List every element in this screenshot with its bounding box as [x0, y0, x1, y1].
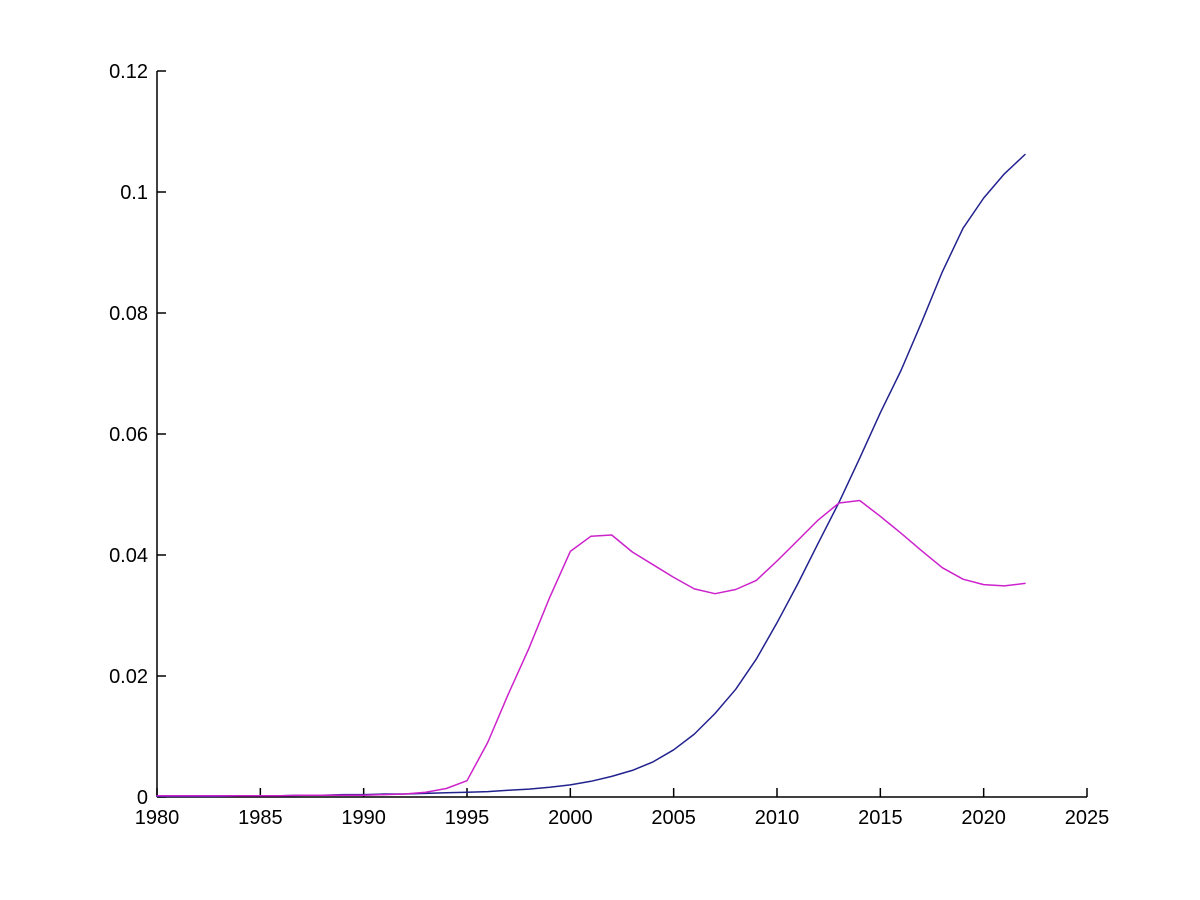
x-tick-label: 2000	[548, 807, 593, 829]
x-tick-label: 2015	[858, 807, 903, 829]
blue-sigmoid-series	[156, 153, 1026, 798]
x-tick-label: 2005	[651, 807, 696, 829]
x-tick-label: 2010	[755, 807, 800, 829]
x-tick-label: 2020	[961, 807, 1006, 829]
magenta-two-peak-series	[156, 499, 1026, 797]
x-tick-label: 1985	[238, 807, 283, 829]
y-tick-label: 0.12	[109, 61, 148, 83]
y-tick-label: 0.1	[120, 182, 148, 204]
x-tick-label: 1980	[135, 807, 180, 829]
x-tick-label: 1990	[341, 807, 386, 829]
x-tick-label: 2025	[1065, 807, 1110, 829]
x-tick-label: 1995	[445, 807, 490, 829]
y-tick-label: 0	[137, 787, 148, 809]
y-tick-label: 0.02	[109, 666, 148, 688]
y-tick-label: 0.08	[109, 303, 148, 325]
y-tick-label: 0.04	[109, 545, 148, 567]
y-tick-label: 0.06	[109, 424, 148, 446]
